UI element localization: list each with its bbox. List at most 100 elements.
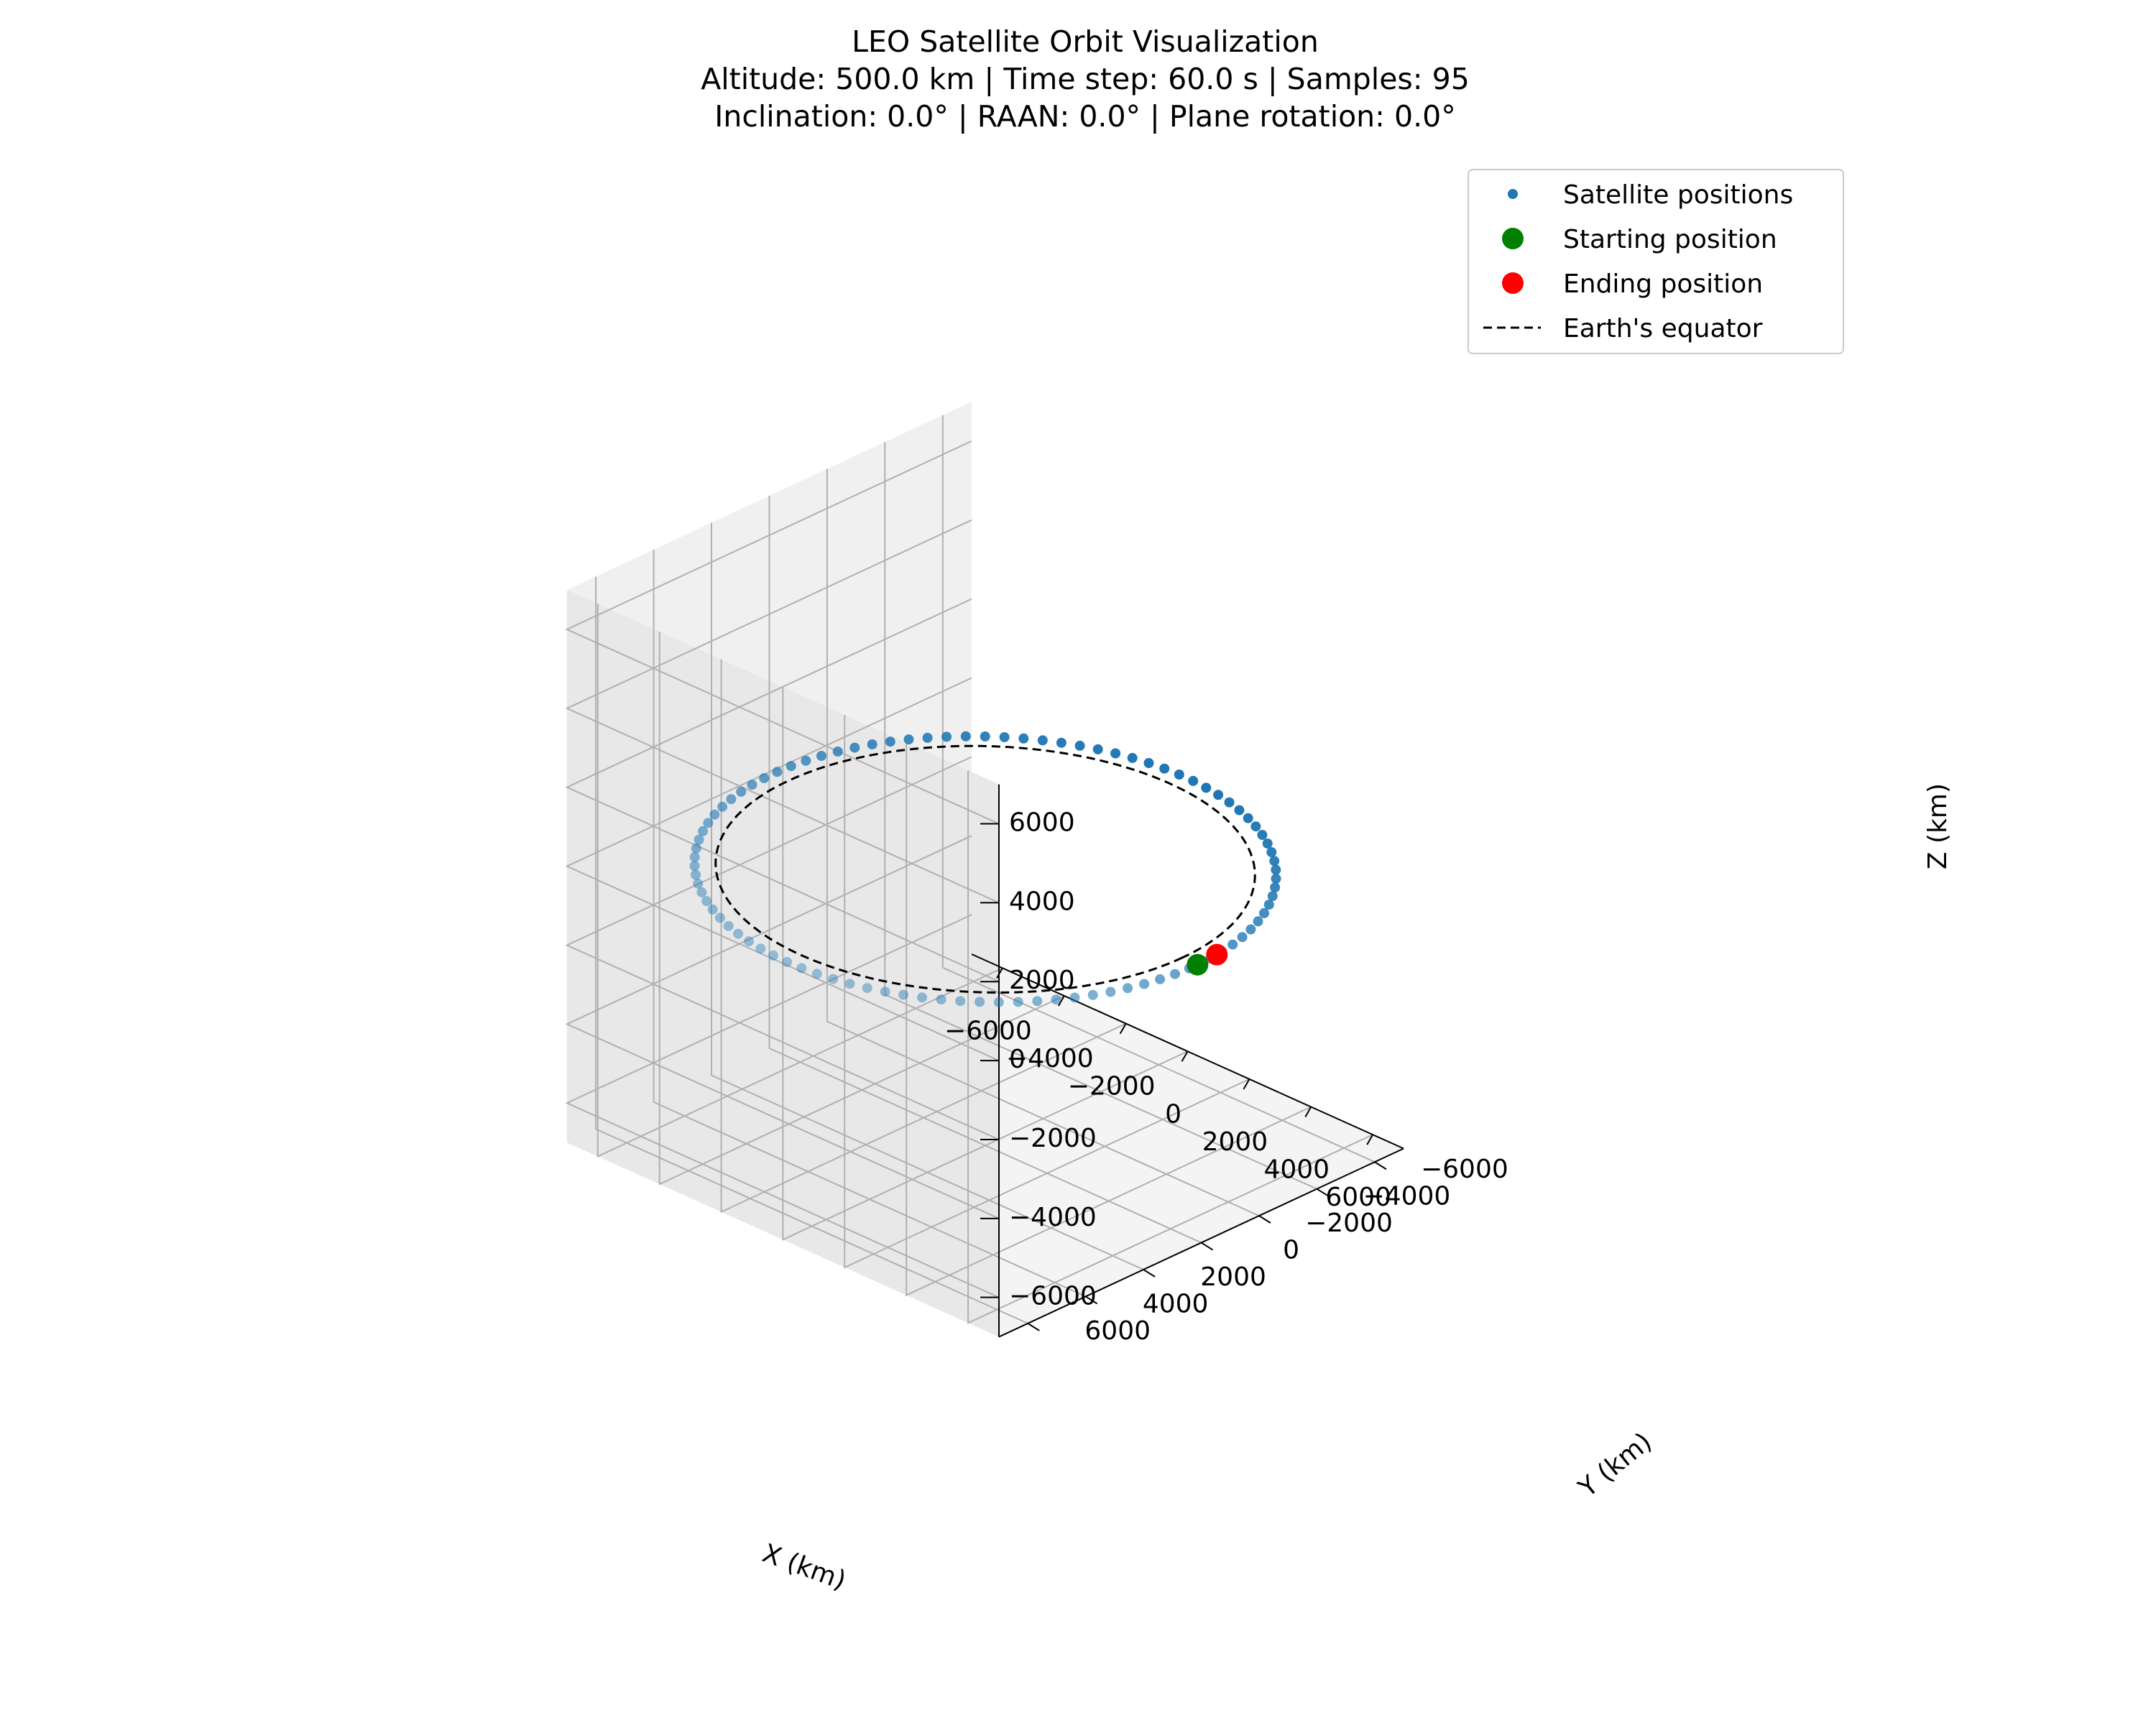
satellite-position-27 <box>1127 752 1138 763</box>
satellite-position-69 <box>755 943 766 954</box>
satellite-position-19 <box>1234 805 1245 816</box>
y-axis-label: Y (km) <box>1572 1427 1657 1503</box>
y-tick-4000 <box>1085 1295 1098 1305</box>
satellite-position-64 <box>707 904 718 915</box>
satellite-position-82 <box>975 997 985 1007</box>
z-tick-label-−4000: −4000 <box>1009 1203 1097 1232</box>
satellite-position-7 <box>1259 907 1269 918</box>
y-tick-−4000 <box>1316 1188 1329 1197</box>
earth-equator-line <box>714 744 1256 994</box>
satellite-position-66 <box>723 920 734 931</box>
satellite-position-56 <box>694 834 704 845</box>
satellite-position-32 <box>1037 735 1048 746</box>
grid-y-0 <box>768 496 1202 1244</box>
grid-z-4000 <box>565 519 1000 904</box>
satellite-position-26 <box>1143 758 1154 768</box>
x-tick-−2000 <box>1119 1023 1127 1035</box>
y-tick-−6000 <box>1374 1161 1387 1170</box>
y-tick-label-−2000: −2000 <box>1305 1209 1393 1238</box>
satellite-position-20 <box>1224 797 1235 808</box>
satellite-position-72 <box>796 963 807 974</box>
satellite-position-11 <box>1271 873 1281 884</box>
grid-x-0 <box>782 687 1188 1241</box>
y-tick-6000 <box>1027 1323 1040 1331</box>
satellite-position-59 <box>689 861 700 872</box>
satellite-position-87 <box>1069 992 1080 1003</box>
satellite-position-36 <box>960 731 971 741</box>
satellite-position-80 <box>936 994 946 1005</box>
z-tick-label-−2000: −2000 <box>1009 1124 1097 1153</box>
satellite-position-15 <box>1262 838 1273 849</box>
satellite-position-12 <box>1271 864 1281 875</box>
y-tick-label-2000: 2000 <box>1200 1262 1266 1292</box>
satellite-position-79 <box>917 992 928 1003</box>
grid-y-−4000 <box>884 442 1317 1190</box>
satellite-position-22 <box>1201 782 1212 793</box>
grid-z-6000 <box>565 440 1000 825</box>
x-axis-label: X (km) <box>758 1538 849 1596</box>
z-tick-label-6000: 6000 <box>1009 808 1075 838</box>
y-tick-0 <box>1201 1242 1214 1251</box>
legend-marker-satellite <box>1508 189 1518 199</box>
satellite-position-93 <box>1170 969 1180 979</box>
x-tick-label-2000: 2000 <box>1202 1127 1268 1157</box>
satellite-position-43 <box>832 747 843 757</box>
x-tick-label-−6000: −6000 <box>944 1016 1032 1045</box>
grid-y-−2000 <box>826 468 1260 1217</box>
x-tick-label-4000: 4000 <box>1263 1155 1330 1185</box>
y-tick-label-0: 0 <box>1283 1236 1299 1265</box>
satellite-position-10 <box>1270 882 1281 893</box>
grid-x-−2000 <box>720 659 1127 1214</box>
satellite-position-78 <box>898 989 909 1000</box>
satellite-position-16 <box>1257 830 1268 840</box>
satellite-position-30 <box>1074 740 1085 751</box>
satellite-position-24 <box>1174 770 1184 780</box>
satellite-position-45 <box>801 755 811 766</box>
satellite-position-53 <box>709 809 720 820</box>
satellite-position-28 <box>1110 748 1121 759</box>
satellite-position-81 <box>955 996 966 1007</box>
y-tick-−2000 <box>1258 1215 1271 1224</box>
satellite-position-40 <box>885 736 895 747</box>
satellite-position-51 <box>726 794 737 805</box>
y-tick-2000 <box>1143 1269 1156 1277</box>
satellite-position-85 <box>1032 996 1043 1007</box>
x-tick-0 <box>1181 1050 1189 1062</box>
grid-z-0 <box>565 677 1000 1062</box>
satellite-position-84 <box>1013 997 1023 1007</box>
grid-x-4000 <box>906 742 1312 1297</box>
grid-z-−6000 <box>565 914 1000 1298</box>
satellite-position-25 <box>1159 763 1170 774</box>
satellite-positions-group <box>689 731 1281 1007</box>
grid-x-−4000 <box>658 632 1065 1186</box>
chart-title: LEO Satellite Orbit Visualization Altitu… <box>701 24 1470 134</box>
legend-label-start: Starting position <box>1563 225 1777 254</box>
satellite-position-65 <box>714 912 725 923</box>
satellite-position-68 <box>744 936 754 947</box>
satellite-position-34 <box>999 732 1010 742</box>
satellite-position-47 <box>772 767 783 777</box>
y-tick-label-6000: 6000 <box>1084 1316 1151 1346</box>
satellite-position-42 <box>849 742 860 753</box>
satellite-position-14 <box>1266 847 1277 858</box>
grid-z-−4000 <box>565 835 1000 1219</box>
satellite-position-46 <box>786 761 796 772</box>
grid-x-−6000 <box>596 604 1003 1158</box>
satellite-position-6 <box>1253 916 1263 927</box>
satellite-position-9 <box>1267 891 1278 902</box>
grid-z-−2000 <box>565 756 1000 1140</box>
starting-position-marker <box>1187 953 1209 976</box>
satellite-position-21 <box>1213 790 1224 800</box>
y-tick-label-−4000: −4000 <box>1363 1182 1451 1211</box>
satellite-position-86 <box>1051 994 1061 1005</box>
satellite-position-62 <box>696 887 707 897</box>
satellite-position-76 <box>862 983 872 994</box>
x-tick-4000 <box>1304 1106 1312 1118</box>
satellite-position-58 <box>689 852 700 862</box>
legend: Satellite positions Starting position En… <box>1468 169 1844 354</box>
satellite-position-57 <box>691 843 701 854</box>
grid-y-4000 <box>653 549 1087 1298</box>
x-tick-6000 <box>1366 1134 1374 1145</box>
x-tick-label-−2000: −2000 <box>1068 1072 1156 1101</box>
satellite-position-75 <box>844 979 855 989</box>
